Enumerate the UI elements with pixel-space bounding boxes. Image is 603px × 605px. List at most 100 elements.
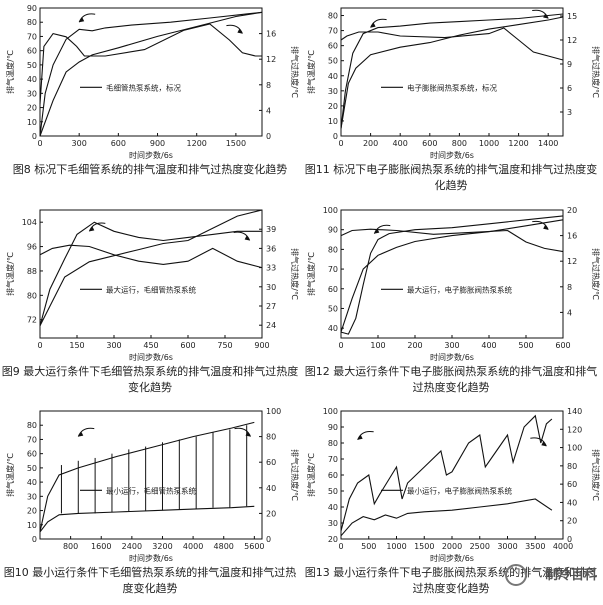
x-tick-label: 0 bbox=[37, 341, 42, 350]
x-tick-label: 1600 bbox=[91, 542, 111, 551]
annotation-arrowhead bbox=[78, 431, 84, 437]
annotation-arrowhead bbox=[543, 13, 549, 19]
series-2-line bbox=[39, 244, 263, 269]
y-left-tick-label: 80 bbox=[328, 245, 338, 254]
annotation-arrowhead bbox=[541, 441, 547, 447]
annotation-arrow bbox=[78, 13, 96, 23]
chart-fig12: 0 100 200 300 400 500 600 40 50 60 70 80 90 100 4 8 12 16… bbox=[306, 206, 601, 362]
annotation-arrowhead bbox=[374, 228, 380, 234]
y-left-tick-label: 30 bbox=[328, 87, 338, 96]
y-right-tick-label: 60 bbox=[567, 480, 577, 489]
annotation-arrow bbox=[532, 220, 549, 230]
y-left-tick-label: 80 bbox=[328, 439, 338, 448]
y-right-tick-label: 24 bbox=[266, 321, 276, 330]
y-left-tick-label: 20 bbox=[328, 535, 338, 544]
annotation-arrow bbox=[88, 222, 106, 232]
y-right-tick-label: 9 bbox=[567, 60, 572, 69]
series-0-line bbox=[340, 215, 564, 335]
annotation-arrow bbox=[226, 24, 243, 34]
chart-panel-fig12: 0 100 200 300 400 500 600 40 50 60 70 80 90 100 4 8 12 16… bbox=[301, 202, 601, 394]
y-right-tick-label: 140 bbox=[567, 407, 582, 416]
y-axis-right-label: 排气过热度/℃ bbox=[290, 248, 300, 300]
x-axis-label: 时间步数/6s bbox=[129, 553, 173, 563]
plot-frame bbox=[340, 7, 564, 137]
y-right-tick-label: 100 bbox=[567, 444, 582, 453]
x-tick-label: 500 bbox=[518, 341, 533, 350]
y-axis-right-label: 排气过热度/℃ bbox=[591, 248, 601, 300]
chart-fig13: 0 500 1000 1500 2000 2500 3000 3500 400020304050… bbox=[306, 407, 601, 563]
y-left-tick-label: 100 bbox=[323, 206, 338, 215]
annotation-arrow bbox=[77, 427, 95, 437]
x-tick-label: 150 bbox=[69, 341, 84, 350]
y-left-tick-label: 70 bbox=[328, 455, 338, 464]
y-left-tick-label: 10 bbox=[328, 117, 338, 126]
y-left-tick-label: 100 bbox=[323, 407, 338, 416]
y-axis-left-label: 排气温度/℃ bbox=[306, 50, 316, 94]
y-left-tick-label: 50 bbox=[328, 487, 338, 496]
y-left-tick-label: 30 bbox=[328, 519, 338, 528]
series-1-line bbox=[340, 219, 564, 333]
x-tick-label: 2400 bbox=[122, 542, 142, 551]
chart-fig11: 0 200 400 600 800 1000 1200 1400 0 10 20 30 40 50 60 70… bbox=[306, 7, 601, 160]
legend-label: 最大运行，电子膨胀阀热泵系统 bbox=[407, 284, 512, 294]
x-axis-label: 时间步数/6s bbox=[129, 150, 173, 160]
y-right-tick-label: 20 bbox=[567, 206, 577, 215]
annotation-arrowhead bbox=[543, 224, 549, 230]
x-tick-label: 0 bbox=[338, 542, 343, 551]
y-left-tick-label: 40 bbox=[27, 478, 37, 487]
x-tick-label: 2500 bbox=[470, 542, 490, 551]
x-axis-label: 时间步数/6s bbox=[430, 553, 474, 563]
x-tick-label: 1400 bbox=[538, 139, 558, 148]
y-axis-left-label: 排气温度/℃ bbox=[306, 252, 316, 296]
x-tick-label: 200 bbox=[363, 139, 378, 148]
annotation-arrowhead bbox=[370, 22, 376, 28]
series-2-line bbox=[340, 27, 564, 61]
x-tick-label: 2000 bbox=[442, 542, 462, 551]
y-right-tick-label: 8 bbox=[567, 283, 572, 292]
x-tick-label: 1000 bbox=[479, 139, 499, 148]
y-left-tick-label: 70 bbox=[328, 27, 338, 36]
y-right-tick-label: 30 bbox=[266, 283, 276, 292]
x-tick-label: 4000 bbox=[183, 542, 203, 551]
chart-panel-fig11: 0 200 400 600 800 1000 1200 1400 0 10 20 30 40 50 60 70… bbox=[301, 0, 601, 192]
chart-fig8: 0 300 600 900 1200 15000102030405060708090048… bbox=[5, 4, 300, 160]
y-right-tick-label: 40 bbox=[567, 498, 577, 507]
chart-fig10: 800 1600 2400 3200 4000 4800 56000102030405060… bbox=[5, 407, 300, 563]
legend-label: 最小运行，电子膨胀阀热泵系统 bbox=[407, 485, 512, 495]
x-tick-label: 1500 bbox=[226, 139, 246, 148]
series-2-line bbox=[39, 23, 262, 105]
y-left-tick-label: 60 bbox=[328, 42, 338, 51]
y-right-tick-label: 80 bbox=[266, 433, 276, 442]
caption-fig9: 图9 最大运行条件下毛细管热泵系统的排气温度和排气过热度变化趋势 bbox=[1, 365, 299, 394]
annotation-arrowhead bbox=[237, 28, 243, 34]
y-right-tick-label: 12 bbox=[266, 55, 276, 64]
x-tick-label: 600 bbox=[422, 139, 437, 148]
y-left-tick-label: 104 bbox=[22, 218, 37, 227]
y-axis-left-label: 排气温度/℃ bbox=[5, 252, 15, 296]
series-1-line bbox=[340, 498, 553, 537]
y-left-tick-label: 80 bbox=[27, 421, 37, 430]
chart-fig9: 0 150 300 450 600 750 900 72 80 88 96 104 24 27 30 33 36… bbox=[5, 209, 300, 362]
y-right-tick-label: 6 bbox=[567, 84, 572, 93]
y-right-tick-label: 12 bbox=[567, 36, 577, 45]
x-tick-label: 500 bbox=[361, 542, 376, 551]
annotation-arrow bbox=[370, 18, 387, 28]
y-left-tick-label: 70 bbox=[328, 265, 338, 274]
x-tick-label: 4000 bbox=[553, 542, 573, 551]
y-left-tick-label: 60 bbox=[27, 47, 37, 56]
y-left-tick-label: 40 bbox=[328, 324, 338, 333]
y-right-tick-label: 0 bbox=[266, 535, 271, 544]
y-axis-left-label: 排气温度/℃ bbox=[5, 50, 15, 94]
y-right-tick-label: 16 bbox=[567, 232, 577, 241]
y-left-tick-label: 80 bbox=[27, 291, 37, 300]
annotation-arrow bbox=[373, 224, 391, 234]
annotation-arrowhead bbox=[357, 434, 363, 440]
x-tick-label: 600 bbox=[180, 341, 195, 350]
y-left-tick-label: 30 bbox=[27, 492, 37, 501]
y-right-tick-label: 3 bbox=[567, 108, 572, 117]
y-left-tick-label: 0 bbox=[333, 132, 338, 141]
x-tick-label: 1200 bbox=[187, 139, 207, 148]
annotation-arrowhead bbox=[89, 226, 95, 232]
y-axis-right-label: 排气过热度/℃ bbox=[591, 449, 601, 501]
y-left-tick-label: 70 bbox=[27, 435, 37, 444]
